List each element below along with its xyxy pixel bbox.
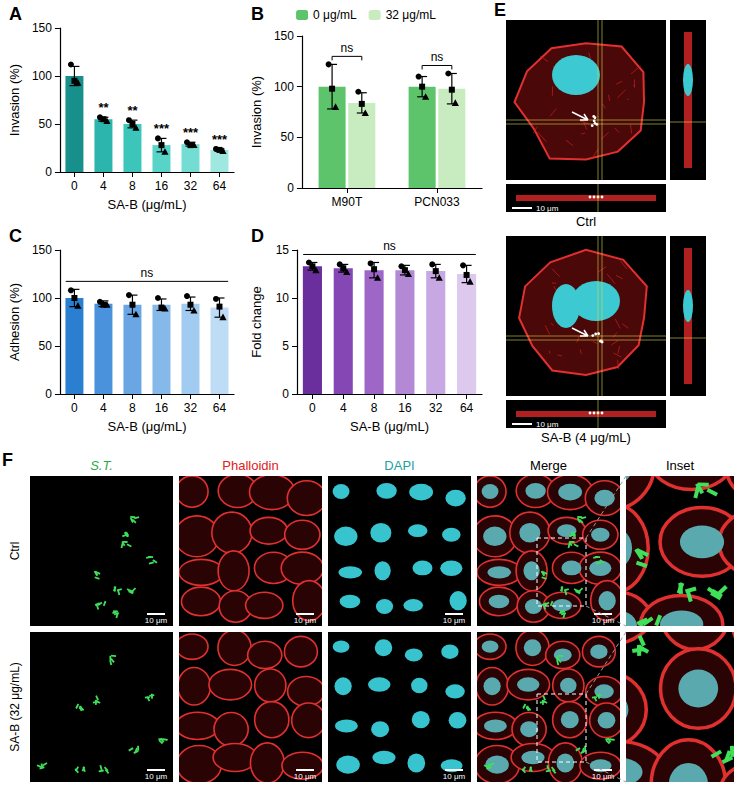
svg-text:16: 16 <box>155 401 169 415</box>
svg-text:0: 0 <box>71 401 78 415</box>
svg-text:100: 100 <box>274 80 294 94</box>
svg-text:15: 15 <box>276 243 290 257</box>
svg-text:100: 100 <box>32 69 52 83</box>
svg-text:32: 32 <box>184 179 198 193</box>
svg-text:SA-B (μg/mL): SA-B (μg/mL) <box>107 419 186 434</box>
svg-text:4: 4 <box>100 401 107 415</box>
svg-text:SA-B (4 μg/mL): SA-B (4 μg/mL) <box>541 430 631 445</box>
svg-text:0: 0 <box>282 387 289 401</box>
svg-text:32 μg/mL: 32 μg/mL <box>386 8 437 22</box>
svg-text:ns: ns <box>141 266 154 280</box>
svg-text:100: 100 <box>32 291 52 305</box>
svg-text:Ctrl: Ctrl <box>8 542 22 561</box>
svg-text:***: *** <box>183 125 199 140</box>
svg-text:16: 16 <box>155 179 169 193</box>
svg-text:10 μm: 10 μm <box>443 616 466 625</box>
svg-text:5: 5 <box>282 339 289 353</box>
svg-text:10 μm: 10 μm <box>536 204 559 213</box>
svg-text:10 μm: 10 μm <box>294 772 317 781</box>
svg-text:16: 16 <box>398 401 412 415</box>
svg-text:0: 0 <box>287 181 294 195</box>
svg-text:0: 0 <box>45 165 52 179</box>
svg-text:0: 0 <box>71 179 78 193</box>
svg-text:10 μm: 10 μm <box>536 420 559 429</box>
svg-text:Invasion (%): Invasion (%) <box>249 76 264 148</box>
svg-text:B: B <box>251 4 264 24</box>
svg-text:**: ** <box>98 100 109 115</box>
svg-text:64: 64 <box>460 401 474 415</box>
svg-text:10 μm: 10 μm <box>592 772 615 781</box>
svg-text:150: 150 <box>32 21 52 35</box>
svg-text:S.T.: S.T. <box>90 458 113 473</box>
svg-text:0: 0 <box>45 387 52 401</box>
svg-text:Fold change: Fold change <box>249 286 264 358</box>
svg-text:Phalloidin: Phalloidin <box>222 458 278 473</box>
svg-text:32: 32 <box>184 401 198 415</box>
svg-text:PCN033: PCN033 <box>414 195 460 209</box>
svg-text:10 μm: 10 μm <box>592 616 615 625</box>
svg-text:64: 64 <box>213 401 227 415</box>
svg-text:32: 32 <box>429 401 443 415</box>
svg-text:Invasion (%): Invasion (%) <box>7 64 22 136</box>
svg-text:10: 10 <box>276 291 290 305</box>
svg-text:**: ** <box>127 103 138 118</box>
svg-text:150: 150 <box>274 29 294 43</box>
svg-text:4: 4 <box>100 179 107 193</box>
svg-text:A: A <box>9 4 22 24</box>
svg-text:Ctrl: Ctrl <box>576 214 596 229</box>
svg-text:10 μm: 10 μm <box>443 772 466 781</box>
svg-text:D: D <box>251 226 264 246</box>
svg-text:ns: ns <box>383 239 396 253</box>
svg-text:***: *** <box>154 121 170 136</box>
svg-text:Inset: Inset <box>666 458 695 473</box>
svg-text:Adhesion (%): Adhesion (%) <box>7 283 22 361</box>
svg-text:10 μm: 10 μm <box>145 772 168 781</box>
svg-text:50: 50 <box>39 117 53 131</box>
svg-text:M90T: M90T <box>332 195 363 209</box>
svg-text:64: 64 <box>213 179 227 193</box>
svg-text:10 μm: 10 μm <box>294 616 317 625</box>
svg-text:150: 150 <box>32 243 52 257</box>
svg-text:8: 8 <box>129 179 136 193</box>
svg-text:F: F <box>2 450 13 470</box>
svg-text:4: 4 <box>340 401 347 415</box>
svg-text:Merge: Merge <box>530 458 567 473</box>
svg-text:50: 50 <box>281 130 295 144</box>
svg-text:10 μm: 10 μm <box>145 616 168 625</box>
svg-text:C: C <box>9 226 22 246</box>
svg-text:ns: ns <box>431 50 444 64</box>
svg-text:8: 8 <box>129 401 136 415</box>
svg-text:50: 50 <box>39 339 53 353</box>
svg-text:SA-B (32 μg/mL): SA-B (32 μg/mL) <box>8 662 22 752</box>
svg-text:DAPI: DAPI <box>384 458 414 473</box>
svg-text:0 μg/mL: 0 μg/mL <box>313 8 357 22</box>
svg-text:***: *** <box>212 132 228 147</box>
svg-text:8: 8 <box>371 401 378 415</box>
svg-text:E: E <box>494 0 506 20</box>
svg-text:0: 0 <box>309 401 316 415</box>
svg-text:SA-B (μg/mL): SA-B (μg/mL) <box>107 197 186 212</box>
svg-text:SA-B (μg/mL): SA-B (μg/mL) <box>350 419 429 434</box>
svg-text:ns: ns <box>341 41 354 55</box>
